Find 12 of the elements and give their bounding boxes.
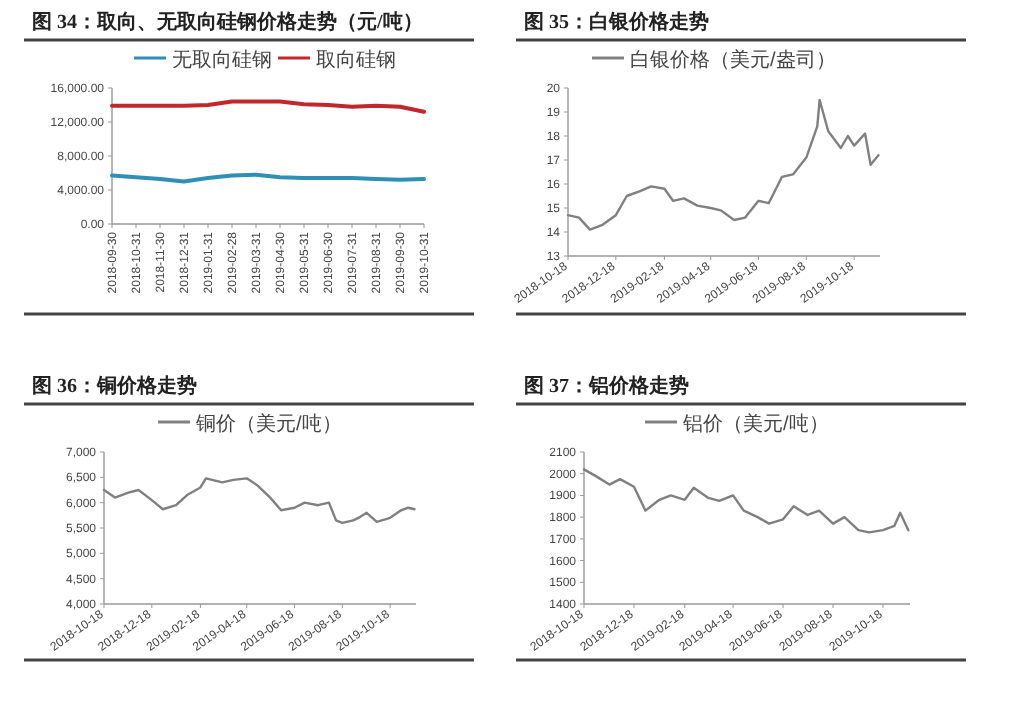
legend-label: 无取向硅钢 bbox=[172, 48, 272, 72]
line-series bbox=[566, 98, 880, 231]
legend-label: 取向硅钢 bbox=[316, 48, 396, 72]
legend-label: 铝价（美元/吨） bbox=[681, 412, 829, 436]
legend-label: 铜价（美元/吨） bbox=[194, 412, 342, 436]
chart-title: 图 36：铜价格走势 bbox=[32, 374, 197, 398]
line-series bbox=[582, 468, 910, 534]
chart-title: 图 35：白银价格走势 bbox=[524, 10, 709, 34]
line-series bbox=[102, 477, 416, 525]
chart-title: 图 37：铝价格走势 bbox=[524, 374, 689, 398]
legend-label: 白银价格（美元/盎司） bbox=[630, 48, 836, 72]
chart-title: 图 34：取向、无取向硅钢价格走势（元/吨） bbox=[32, 10, 423, 34]
